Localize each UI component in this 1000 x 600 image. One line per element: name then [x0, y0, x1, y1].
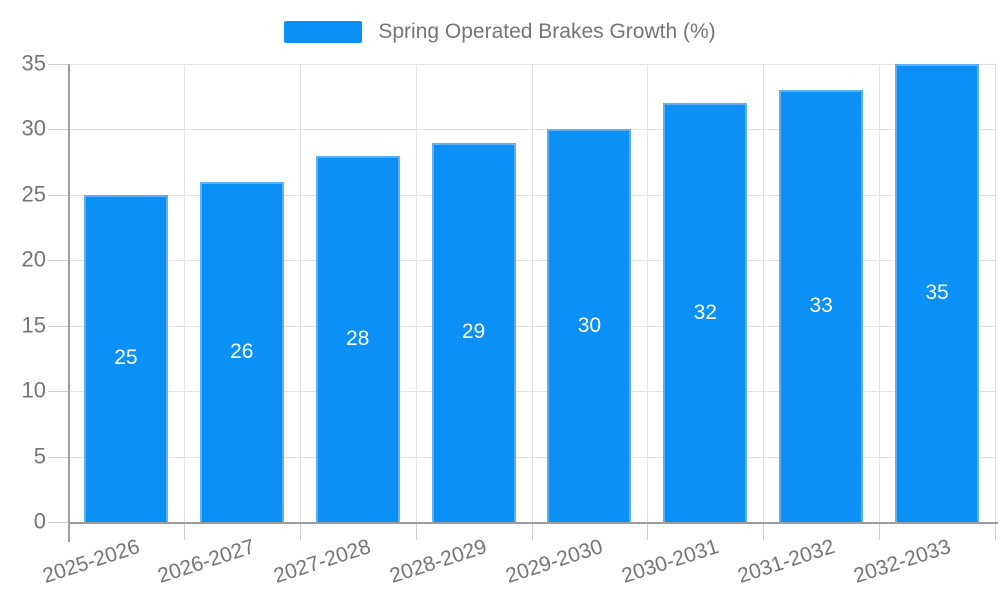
- y-tick: [48, 194, 68, 196]
- y-tick: [48, 260, 68, 262]
- x-gridline: [763, 64, 765, 522]
- x-axis-line: [68, 522, 998, 524]
- x-axis-label: 2031-2032: [734, 535, 838, 588]
- x-tick: [531, 522, 533, 540]
- bar-value-label: 26: [230, 339, 254, 363]
- y-tick: [48, 129, 68, 131]
- bar: [663, 103, 748, 522]
- y-tick: [48, 391, 68, 393]
- bar: [895, 64, 980, 522]
- bar: [431, 142, 516, 522]
- y-axis-label: 30: [21, 115, 46, 141]
- x-axis-label: 2026-2027: [155, 535, 258, 588]
- y-axis-label: 15: [21, 312, 46, 338]
- bar-value-label: 30: [577, 313, 602, 337]
- y-tick: [48, 325, 68, 327]
- x-tick: [299, 522, 301, 540]
- x-gridline: [531, 64, 533, 522]
- x-gridline: [299, 64, 301, 522]
- x-tick: [183, 522, 185, 540]
- x-tick: [995, 522, 996, 540]
- x-axis-label: 2028-2029: [387, 535, 490, 588]
- x-tick: [647, 522, 649, 540]
- x-axis-label: 2025-2026: [39, 535, 143, 588]
- x-gridline: [995, 64, 996, 522]
- bar-value-label: 35: [925, 281, 949, 304]
- bar: [779, 90, 864, 522]
- x-gridline: [647, 64, 649, 522]
- x-axis-label: 2030-2031: [618, 535, 722, 588]
- legend-label: Spring Operated Brakes Growth (%): [378, 20, 716, 43]
- x-gridline: [183, 64, 185, 522]
- x-tick: [763, 522, 765, 540]
- bar-value-label: 29: [461, 320, 486, 344]
- y-axis-label: 35: [21, 50, 46, 76]
- x-tick: [415, 522, 417, 540]
- legend-swatch: [284, 21, 363, 43]
- y-axis-line: [68, 64, 70, 542]
- bar: [83, 194, 168, 522]
- y-tick: [48, 64, 68, 65]
- x-tick: [879, 522, 881, 540]
- y-axis-label: 5: [33, 443, 46, 469]
- bar-value-label: 28: [346, 326, 370, 350]
- x-axis-label: 2027-2028: [271, 535, 374, 588]
- x-axis-label: 2029-2030: [502, 535, 606, 588]
- y-axis-label: 10: [21, 377, 46, 403]
- y-tick: [48, 522, 68, 523]
- bar: [199, 181, 284, 522]
- x-gridline: [879, 64, 881, 522]
- y-axis-label: 0: [33, 508, 46, 534]
- y-tick: [48, 456, 68, 458]
- bar-value-label: 33: [809, 294, 833, 318]
- x-axis-label: 2032-2033: [850, 535, 954, 588]
- bar-value-label: 25: [114, 346, 138, 370]
- legend: Spring Operated Brakes Growth (%): [0, 14, 1000, 50]
- y-axis-label: 25: [21, 181, 46, 207]
- x-gridline: [415, 64, 417, 522]
- bar-value-label: 32: [693, 300, 717, 324]
- bar: [315, 155, 400, 522]
- bar: [547, 129, 632, 522]
- y-axis-label: 20: [21, 246, 46, 272]
